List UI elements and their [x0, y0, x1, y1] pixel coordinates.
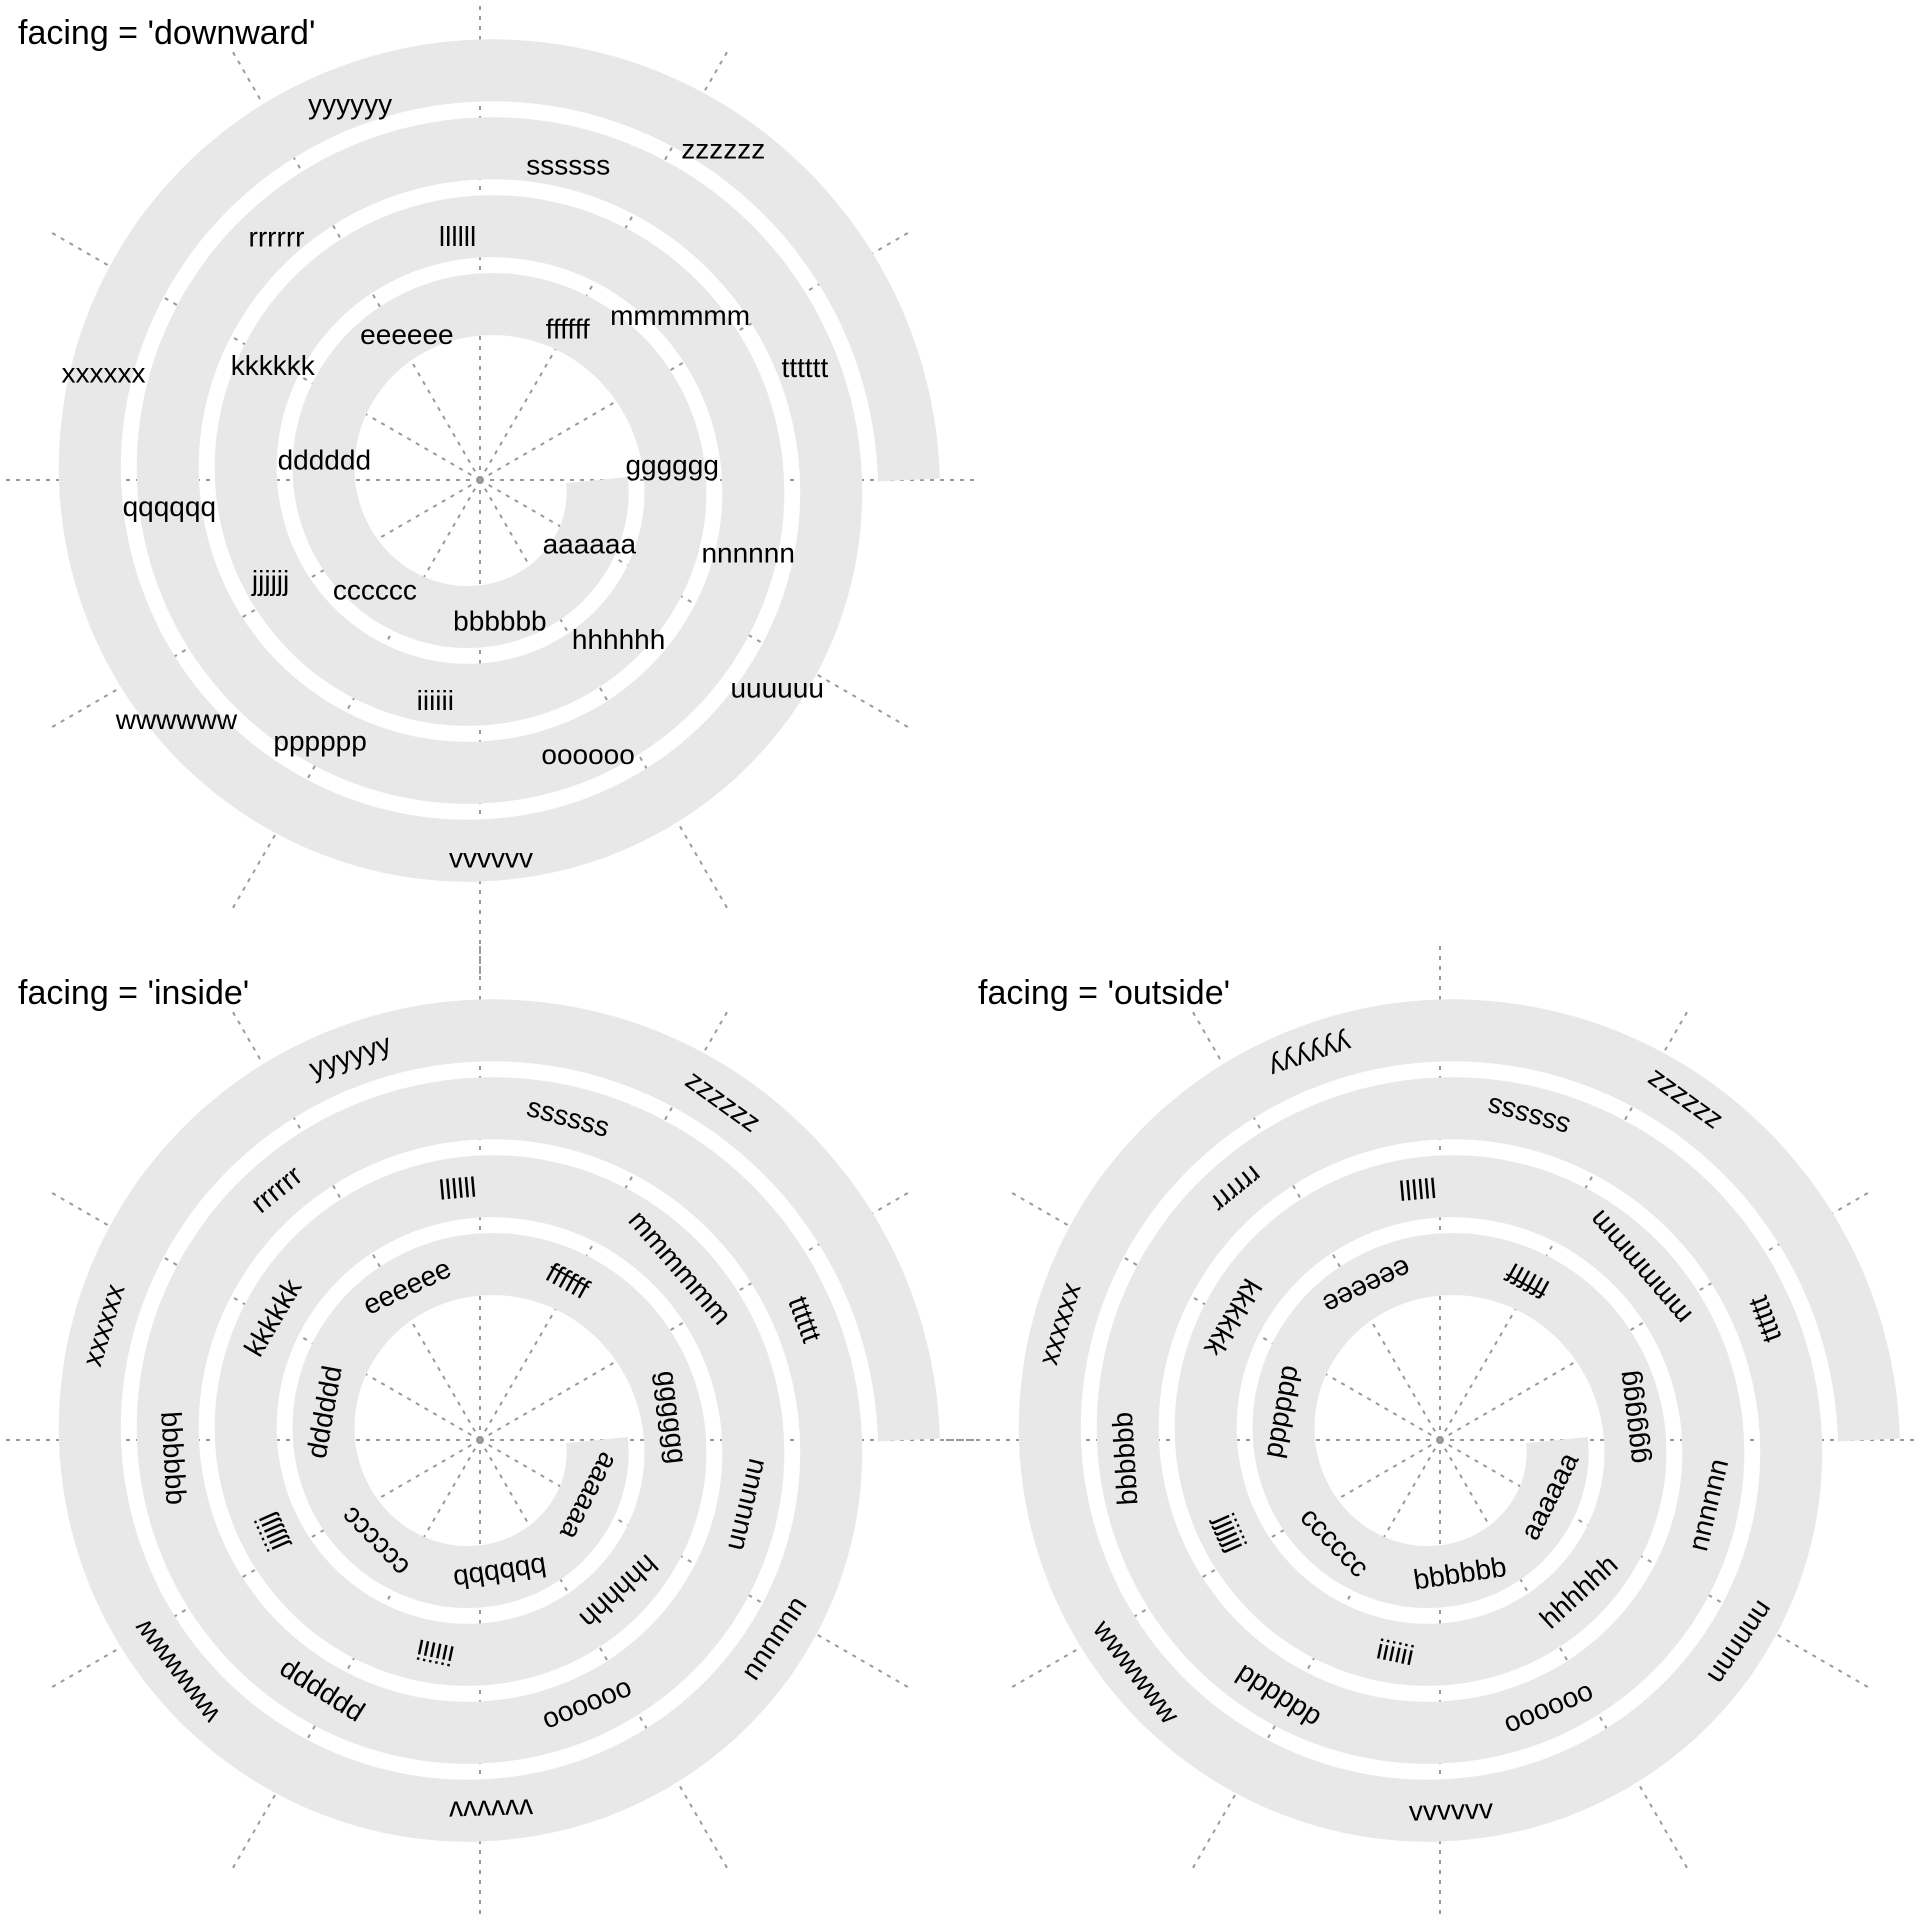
spiral-label: llllll — [439, 221, 476, 252]
spiral-label: jjjjjj — [251, 565, 289, 596]
spiral-label: nnnnnn — [701, 537, 794, 568]
spiral-label: xxxxxx — [62, 358, 146, 389]
spoke-guide-line — [1439, 1006, 1691, 1441]
spiral-label: tttttt — [782, 352, 829, 383]
spiral-track — [58, 39, 940, 882]
spiral-label: llllll — [1398, 1172, 1438, 1206]
spiral-label: ffffff — [546, 313, 590, 344]
spoke-guide-line — [46, 479, 481, 731]
spoke-guide-line — [46, 1439, 481, 1691]
spoke-guide-line — [479, 1439, 731, 1874]
spiral-label: llllll — [438, 1172, 478, 1206]
panel-inside: facing = 'inside' aaaaaabbbbbbccccccdddd… — [0, 940, 980, 1920]
spoke-guide-line — [479, 1439, 914, 1691]
spiral-label: iiiiii — [414, 1633, 457, 1671]
spoke-guide-line — [229, 1006, 481, 1441]
spoke-guide-line — [229, 1439, 481, 1874]
spoke-guide-line — [1006, 1439, 1441, 1691]
spiral-label: kkkkkk — [231, 350, 316, 381]
spiral-label: aaaaaa — [543, 529, 637, 560]
spoke-guide-line — [229, 46, 481, 481]
spoke-guide-line — [1189, 1006, 1441, 1441]
spoke-guide-line — [1439, 1439, 1874, 1691]
panel-title-downward: facing = 'downward' — [18, 14, 315, 52]
spoke-guide-line — [479, 1006, 731, 1441]
spiral-label: iiiiii — [1374, 1633, 1417, 1671]
spoke-guide-line — [46, 1189, 481, 1441]
spoke-guide-line — [1439, 1189, 1874, 1441]
spiral-label: cccccc — [333, 575, 417, 606]
spoke-guide-line — [479, 479, 731, 914]
spiral-label: uuuuuu — [730, 673, 823, 704]
spoke-guide-line — [1439, 1439, 1691, 1874]
spiral-label: rrrrrr — [249, 222, 305, 253]
spiral-track — [1018, 999, 1900, 1842]
spiral-label: vvvvvv — [449, 1793, 534, 1826]
spiral-band — [1018, 999, 1900, 1842]
spiral-label: qqqqqq — [151, 1411, 187, 1506]
spiral-label: yyyyyy — [308, 88, 392, 119]
spiral-label: vvvvvv — [1409, 1793, 1494, 1826]
spoke-guide-line — [1189, 1439, 1441, 1874]
panel-downward: facing = 'downward' aaaaaa bbbbbb cccccc dd… — [0, 0, 980, 980]
panel-title-inside: facing = 'inside' — [18, 974, 249, 1012]
panel-title-outside: facing = 'outside' — [978, 974, 1230, 1012]
spiral-label: qqqqqq — [123, 491, 216, 522]
spiral-label: pppppp — [273, 726, 366, 757]
spiral-label: iiiiii — [417, 685, 454, 716]
spiral-band — [58, 999, 940, 1842]
spoke-guide-line — [479, 479, 914, 731]
spiral-label: mmmmmm — [610, 300, 750, 331]
spiral-label: gggggg — [625, 450, 718, 481]
spiral-label: oooooo — [541, 739, 634, 770]
panel-outside: facing = 'outside' aaaaaabbbbbbccccccddd… — [940, 940, 1920, 1920]
spiral-track — [58, 999, 940, 1842]
spiral-labels: aaaaaa bbbbbb cccccc dddddd eeeeee ffffff gggg… — [62, 88, 829, 873]
spoke-guide-line — [479, 46, 731, 481]
spoke-guide-line — [1006, 1189, 1441, 1441]
spoke-guide-line — [479, 1189, 914, 1441]
spiral-label: zzzzzz — [681, 134, 765, 165]
spiral-label: ssssss — [526, 150, 610, 181]
spoke-guide-line — [46, 229, 481, 481]
spoke-guide-line — [229, 479, 481, 914]
spiral-label: bbbbbb — [453, 606, 546, 637]
spoke-guide-line — [479, 229, 914, 481]
spiral-label: hhhhhh — [572, 624, 665, 655]
spiral-label: wwwwww — [115, 704, 238, 735]
spiral-label: vvvvvv — [449, 843, 533, 874]
spiral-label: qqqqqq — [1111, 1411, 1147, 1506]
spiral-band — [58, 39, 940, 882]
spiral-label: dddddd — [278, 445, 371, 476]
spiral-label: eeeeee — [360, 319, 453, 350]
